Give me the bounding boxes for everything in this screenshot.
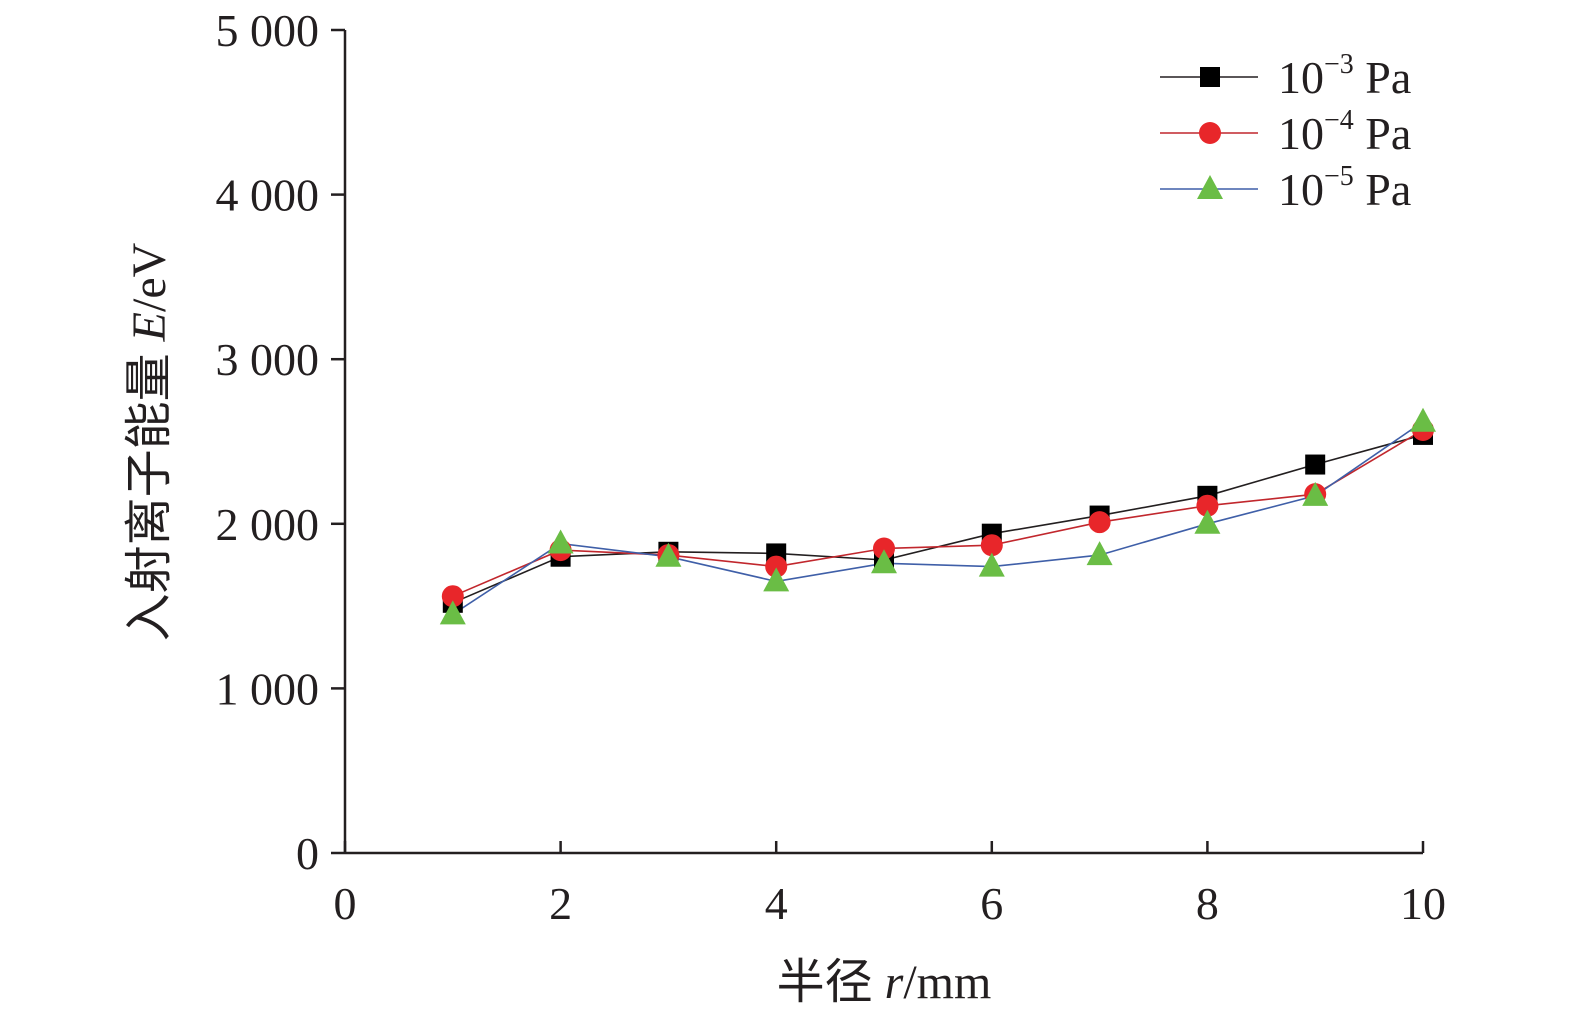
series-line	[452, 429, 1424, 597]
data-point	[765, 555, 788, 578]
data-point	[1088, 511, 1111, 534]
legend-marker	[1200, 67, 1220, 87]
data-point	[547, 529, 574, 554]
series-1-markers	[442, 424, 1433, 613]
y-axis-title-prefix: 入射离子能量	[123, 341, 176, 641]
series-1	[452, 434, 1424, 604]
legend-label-exponent: −5	[1324, 161, 1354, 192]
y-tick-label: 0	[296, 828, 319, 879]
data-point	[978, 552, 1005, 577]
legend-label-unit: Pa	[1354, 164, 1412, 215]
legend-label-exponent: −3	[1324, 49, 1354, 80]
series-3	[452, 421, 1424, 615]
y-tick-label: 1 000	[216, 663, 320, 714]
legend-marker	[1199, 122, 1221, 144]
series-2-markers	[441, 418, 1434, 608]
legend-item: 10−3 Pa	[1160, 49, 1411, 103]
x-axis-title-suffix: /mm	[903, 956, 991, 1009]
data-point	[1086, 541, 1113, 566]
data-point	[1194, 509, 1221, 534]
legend-label: 10−4 Pa	[1278, 105, 1411, 159]
x-axis-title-prefix: 半径	[777, 956, 885, 1009]
legend-label: 10−5 Pa	[1278, 161, 1411, 215]
legend-label-unit: Pa	[1354, 52, 1412, 103]
x-axis-title: 半径 r/mm	[777, 956, 992, 1009]
legend-label-exponent: −4	[1324, 105, 1354, 136]
data-point	[871, 549, 897, 574]
legend-marker	[1197, 175, 1223, 199]
y-tick-label: 3 000	[216, 334, 320, 385]
data-point	[441, 585, 464, 608]
legend-label: 10−3 Pa	[1278, 49, 1411, 103]
x-tick-label: 8	[1196, 878, 1219, 929]
data-point	[1410, 407, 1436, 432]
x-tick-label: 2	[549, 878, 572, 929]
series-layer	[439, 407, 1436, 625]
y-tick-label: 2 000	[216, 499, 320, 550]
data-point	[439, 600, 466, 625]
x-tick-label: 6	[980, 878, 1003, 929]
series-2	[452, 429, 1424, 597]
data-point	[1196, 494, 1219, 517]
x-tick-label: 4	[765, 878, 788, 929]
x-axis-title-var: r	[885, 956, 904, 1009]
series-line	[452, 434, 1424, 604]
legend-item: 10−5 Pa	[1160, 161, 1411, 215]
data-point	[1305, 454, 1326, 475]
legend-label-base: 10	[1278, 108, 1324, 159]
legend-label-base: 10	[1278, 52, 1324, 103]
data-point	[655, 542, 682, 567]
series-line	[452, 421, 1424, 615]
data-point	[980, 534, 1003, 557]
y-tick-label: 5 000	[216, 5, 320, 56]
y-axis-title: 入射离子能量 E/eV	[123, 242, 176, 641]
legend-label-unit: Pa	[1354, 108, 1412, 159]
legend-item: 10−4 Pa	[1160, 105, 1411, 159]
y-tick-label: 4 000	[216, 170, 320, 221]
x-tick-label: 0	[334, 878, 357, 929]
y-axis-title-var: E	[123, 312, 176, 342]
series-3-markers	[439, 407, 1436, 625]
data-point	[763, 567, 790, 592]
legend-label-base: 10	[1278, 164, 1324, 215]
data-point	[1302, 481, 1329, 506]
axes: 0 1 000 2 000 3 000 4 000 5 000 0 2 4 6 8 10 半径 r/mm…	[123, 5, 1446, 1009]
x-tick-label: 10	[1400, 878, 1446, 929]
y-axis-title-suffix: /eV	[123, 242, 176, 312]
data-point	[873, 537, 895, 560]
